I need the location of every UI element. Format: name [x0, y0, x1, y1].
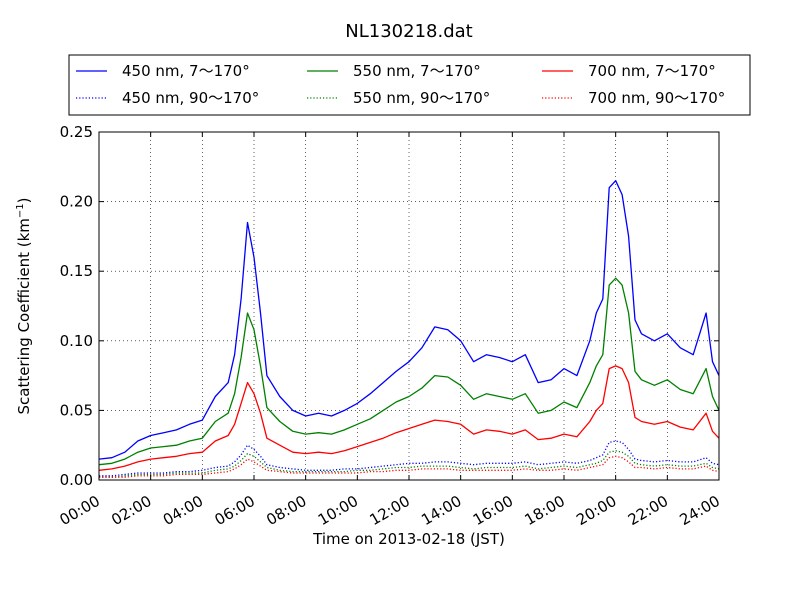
series-line-5: [99, 455, 720, 478]
series-line-1: [98, 277, 720, 466]
x-axis-label: Time on 2013-02-18 (JST): [312, 530, 505, 548]
legend-label-5: 700 nm, 90～170°: [588, 89, 725, 107]
legend-box: [68, 54, 751, 116]
legend-label-2: 700 nm, 7～170°: [588, 62, 716, 80]
y-tick-label: 0.15: [60, 262, 93, 280]
legend-label-3: 450 nm, 90～170°: [122, 89, 259, 107]
y-tick-label: 0.25: [60, 123, 93, 141]
y-tick-label: 0.20: [60, 193, 93, 211]
x-tick-label: 08:00: [263, 492, 309, 529]
ticks: 00:00 02:00 04:00 06:00 08:00 10:00 12:00 14:00…: [57, 123, 723, 529]
x-tick-label: 20:00: [573, 492, 619, 529]
legend: 450 nm, 7～170° 550 nm, 7～170° 700 nm, 7～17…: [68, 54, 751, 116]
x-tick-label: 00:00: [57, 492, 103, 529]
x-tick-label: 02:00: [108, 492, 154, 529]
y-tick-label: 0.05: [60, 401, 93, 419]
y-axis-label-main: Scattering Coefficient (km: [15, 218, 33, 414]
series-layer: [98, 180, 720, 478]
x-tick-label: 06:00: [212, 492, 258, 529]
legend-label-0: 450 nm, 7～170°: [122, 62, 250, 80]
x-tick-label: 18:00: [522, 492, 568, 529]
series-line-2: [98, 365, 720, 471]
x-tick-label: 10:00: [315, 492, 361, 529]
x-tick-label: 16:00: [470, 492, 516, 529]
chart-title: NL130218.dat: [345, 21, 472, 42]
x-tick-label: 24:00: [677, 492, 723, 529]
x-tick-label: 22:00: [625, 492, 671, 529]
x-tick-label: 14:00: [418, 492, 464, 529]
x-tick-label: 12:00: [367, 492, 413, 529]
legend-label-1: 550 nm, 7～170°: [353, 62, 481, 80]
y-tick-label: 0.10: [60, 332, 93, 350]
x-tick-label: 04:00: [160, 492, 206, 529]
y-axis-label: Scattering Coefficient (km−1): [15, 197, 33, 414]
y-tick-label: 0.00: [60, 471, 93, 489]
grid: [99, 132, 719, 480]
series-line-0: [98, 180, 720, 460]
y-axis-label-end: ): [15, 197, 33, 203]
y-axis-label-sup: −1: [15, 203, 26, 218]
legend-label-4: 550 nm, 90～170°: [353, 89, 490, 107]
